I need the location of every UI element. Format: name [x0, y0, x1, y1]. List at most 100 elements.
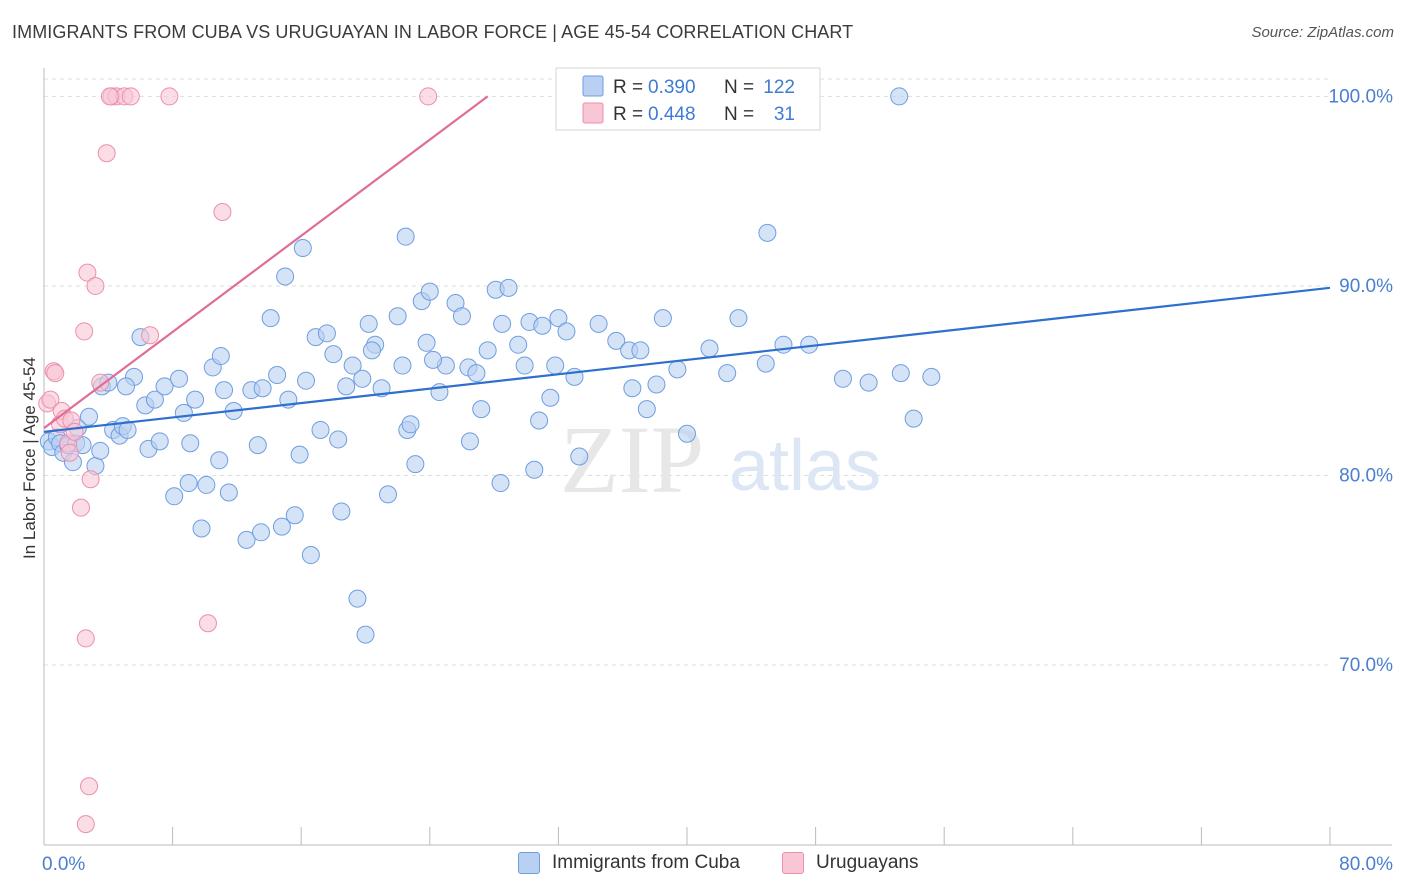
point-cuba: [343, 356, 362, 375]
point-cuba: [509, 335, 528, 354]
point-cuba: [80, 407, 99, 426]
point-cuba: [179, 474, 198, 493]
point-cuba: [293, 239, 312, 258]
point-cuba: [145, 390, 164, 409]
point-cuba: [359, 314, 378, 333]
legend-swatch-uruguayans: [782, 852, 804, 874]
point-uruguayans: [121, 87, 140, 106]
point-uruguayans: [65, 422, 84, 441]
stats-legend: R = 0.390 N = 122 R = 0.448 N = 31: [555, 67, 821, 131]
point-cuba: [248, 436, 267, 455]
stats-legend-swatch-cuba: [582, 75, 604, 97]
point-uruguayans: [97, 144, 116, 163]
legend-item-cuba: Immigrants from Cuba: [518, 852, 740, 874]
point-uruguayans: [81, 470, 100, 489]
point-cuba: [533, 316, 552, 335]
point-cuba: [420, 282, 439, 301]
point-cuba: [252, 523, 271, 542]
point-cuba: [116, 377, 135, 396]
point-uruguayans: [100, 87, 119, 106]
point-cuba: [155, 377, 174, 396]
point-cuba: [406, 455, 425, 474]
source-label: Source: ZipAtlas.com: [1251, 24, 1394, 41]
point-cuba: [493, 314, 512, 333]
point-cuba: [515, 356, 534, 375]
point-cuba: [91, 441, 110, 460]
point-cuba: [253, 379, 272, 398]
point-cuba: [186, 390, 205, 409]
point-cuba: [379, 485, 398, 504]
point-cuba: [301, 546, 320, 565]
point-cuba: [362, 341, 381, 360]
point-uruguayans: [76, 629, 95, 648]
point-cuba: [460, 432, 479, 451]
legend-swatch-cuba: [518, 852, 540, 874]
point-cuba: [337, 377, 356, 396]
stats-r-value-cuba: 0.390: [648, 77, 696, 98]
point-uruguayans: [213, 203, 232, 222]
point-cuba: [549, 309, 568, 328]
point-uruguayans: [78, 263, 97, 282]
point-cuba: [332, 502, 351, 521]
point-cuba: [170, 369, 189, 388]
y-tick-label: 100.0%: [1329, 86, 1394, 107]
trend-line-uruguayans: [43, 95, 489, 429]
bottom-legend: Immigrants from Cuba Uruguayans: [0, 852, 1406, 878]
point-cuba: [353, 369, 372, 388]
point-cuba: [356, 625, 375, 644]
point-cuba: [668, 360, 687, 379]
stats-legend-swatch-uruguayans: [582, 102, 604, 124]
point-cuba: [297, 371, 316, 390]
point-cuba: [215, 381, 234, 400]
point-uruguayans: [160, 87, 179, 106]
point-cuba: [317, 324, 336, 343]
point-cuba: [181, 434, 200, 453]
point-cuba: [525, 460, 544, 479]
stats-n-value-uruguayans: 31: [774, 104, 795, 125]
point-cuba: [211, 347, 230, 366]
point-cuba: [570, 447, 589, 466]
point-uruguayans: [71, 498, 90, 517]
point-cuba: [557, 322, 576, 341]
legend-item-uruguayans: Uruguayans: [782, 852, 918, 874]
point-cuba: [623, 379, 642, 398]
point-cuba: [637, 400, 656, 419]
point-uruguayans: [41, 390, 60, 409]
stats-n-label-uruguayans: N =: [724, 104, 754, 125]
point-cuba: [891, 364, 910, 383]
point-cuba: [530, 411, 549, 430]
point-cuba: [174, 403, 193, 422]
point-cuba: [401, 415, 420, 434]
point-uruguayans: [91, 373, 110, 392]
point-uruguayans: [60, 443, 79, 462]
point-cuba: [290, 445, 309, 464]
trend-lines: [43, 95, 1331, 433]
axes: [43, 68, 1392, 846]
point-cuba: [197, 475, 216, 494]
point-uruguayans: [76, 815, 95, 834]
point-uruguayans: [75, 322, 94, 341]
point-cuba: [192, 519, 211, 538]
point-cuba: [607, 331, 626, 350]
point-cuba: [237, 530, 256, 549]
point-cuba: [589, 314, 608, 333]
watermark: ZIP atlas: [560, 406, 881, 513]
point-cuba: [272, 517, 291, 536]
point-cuba: [859, 373, 878, 392]
grid-lines: [44, 78, 1330, 666]
stats-r-label-cuba: R =: [613, 77, 643, 98]
point-cuba: [756, 354, 775, 373]
point-cuba: [718, 364, 737, 383]
point-cuba: [904, 409, 923, 428]
point-cuba: [324, 345, 343, 364]
point-cuba: [678, 424, 696, 443]
point-uruguayans: [86, 276, 105, 295]
stats-r-label-uruguayans: R =: [613, 104, 643, 125]
point-cuba: [276, 267, 295, 286]
point-cuba: [922, 367, 941, 386]
point-cuba: [700, 339, 719, 358]
point-cuba: [541, 388, 560, 407]
point-cuba: [478, 341, 497, 360]
point-cuba: [647, 375, 666, 394]
